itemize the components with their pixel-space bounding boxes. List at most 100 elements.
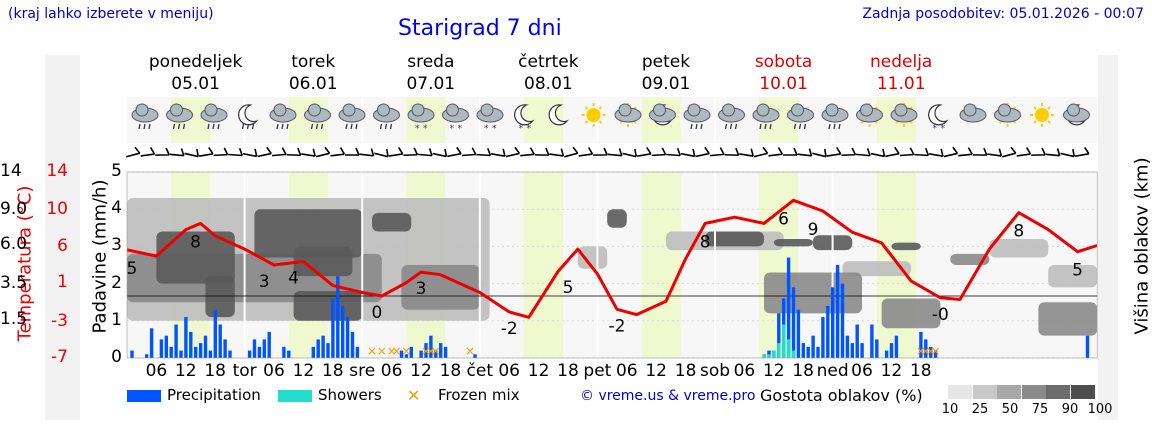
svg-text:*: * xyxy=(492,124,497,134)
wind-barb xyxy=(812,149,827,158)
precip-bar xyxy=(252,339,257,358)
precip-bar xyxy=(311,346,315,358)
density-swatch xyxy=(1046,385,1070,399)
precip-bar xyxy=(194,346,198,358)
cloud-block xyxy=(607,209,627,228)
precip-tick-label: 1 xyxy=(111,309,122,330)
precip-bar xyxy=(331,298,335,358)
height-tick-label: 14 xyxy=(0,161,22,181)
precip-bar xyxy=(840,283,845,358)
wind-barb xyxy=(490,148,506,158)
x-tick-label: 06 xyxy=(263,361,285,381)
temperature-value-label: 5 xyxy=(1072,261,1083,281)
cloud-rain-icon xyxy=(269,103,297,130)
precip-bar xyxy=(262,339,266,358)
x-tick-label: čet xyxy=(466,361,494,381)
wind-barb xyxy=(432,148,448,158)
x-tick-label: tor xyxy=(232,361,257,381)
temperature-value-label: -2 xyxy=(609,316,626,336)
frozen-mix-marker: × xyxy=(377,344,387,358)
wind-barb xyxy=(753,146,769,158)
legend-showers: Showers xyxy=(318,386,382,404)
precip-bar xyxy=(777,313,781,358)
wind-barb xyxy=(593,147,608,156)
wind-barb xyxy=(403,147,419,157)
cloud-rain-icon xyxy=(821,103,849,130)
icon-strip xyxy=(127,97,1098,143)
temp-tick-label: -3 xyxy=(51,311,68,331)
credit-link[interactable]: © vreme.us & vreme.pro xyxy=(580,388,756,404)
wind-barb xyxy=(388,147,404,157)
cloud-rain-icon xyxy=(338,103,366,130)
precip-bar xyxy=(287,350,291,358)
day-name: ponedeljek xyxy=(148,52,243,72)
temp-tick-label: -7 xyxy=(51,347,68,367)
wind-barb xyxy=(709,147,725,157)
svg-text:*: * xyxy=(519,124,524,134)
menu-hint[interactable]: (kraj lahko izberete v meniju) xyxy=(8,6,214,22)
cloud-rain-icon xyxy=(683,103,711,130)
temperature-line xyxy=(126,198,1098,319)
density-swatch xyxy=(972,385,997,399)
precip-bar xyxy=(929,346,933,358)
moon-icon xyxy=(548,104,569,126)
svg-text:*: * xyxy=(484,124,489,134)
x-tick-label: pet xyxy=(583,361,612,381)
x-tick-label: 18 xyxy=(321,361,344,381)
temperature-value-label: -0 xyxy=(932,305,949,325)
precip-bar xyxy=(919,331,923,358)
wind-barb xyxy=(724,147,740,157)
moon-cloud-icon xyxy=(649,103,676,126)
wind-barb xyxy=(301,148,316,157)
moon-rain-icon xyxy=(238,104,259,130)
showers-bar xyxy=(777,343,781,358)
wind-barb xyxy=(126,146,141,158)
wind-barb xyxy=(505,146,521,158)
wind-barb xyxy=(914,147,930,157)
cloud-rain-icon xyxy=(166,103,193,130)
precip-bar xyxy=(174,324,178,358)
cloud-block xyxy=(1048,265,1098,288)
daylight-band xyxy=(523,172,564,358)
day-name: četrtek xyxy=(518,52,579,72)
wind-barb xyxy=(841,147,857,157)
precip-bar xyxy=(213,309,217,358)
x-tick-label: 06 xyxy=(145,361,168,381)
cloud-block xyxy=(950,253,990,265)
cloud-block xyxy=(577,246,608,269)
wind-barb xyxy=(578,147,594,157)
frozen-mix-marker: × xyxy=(926,344,936,358)
cloud-block xyxy=(156,231,235,284)
wind-barb xyxy=(315,146,331,158)
wind-barb xyxy=(1016,147,1032,157)
cloud-block xyxy=(254,209,363,258)
precip-bar xyxy=(429,335,433,358)
wind-barb xyxy=(695,146,710,158)
frozen-mix-marker: × xyxy=(426,344,436,358)
wind-barb xyxy=(607,148,623,157)
svg-text:*: * xyxy=(423,124,428,134)
moon-snow-icon: * * xyxy=(928,104,949,134)
precip-bar xyxy=(434,350,438,358)
cloud-rain-icon xyxy=(131,103,159,130)
temperature-value-label: 3 xyxy=(259,272,270,292)
showers-swatch xyxy=(278,390,312,402)
wind-barb xyxy=(1045,148,1061,157)
wind-barb xyxy=(447,146,462,158)
temperature-value-label: 8 xyxy=(700,232,711,252)
x-tick-label: 18 xyxy=(674,361,697,381)
x-tick-label: 12 xyxy=(174,361,197,381)
x-tick-label: 06 xyxy=(851,361,873,381)
precip-bar xyxy=(889,343,894,358)
wind-barb xyxy=(855,148,871,157)
wind-barb xyxy=(476,147,492,157)
cloud-snow-icon: * * xyxy=(442,103,469,134)
page-title: Starigrad 7 dni xyxy=(398,16,562,41)
x-tick-label: 06 xyxy=(733,361,756,381)
wind-barb xyxy=(797,148,813,157)
wind-barb xyxy=(972,147,988,156)
day-name: torek xyxy=(291,52,336,72)
precip-bar xyxy=(933,350,938,358)
right-axis-band xyxy=(1098,55,1118,420)
wind-barb xyxy=(928,148,944,158)
